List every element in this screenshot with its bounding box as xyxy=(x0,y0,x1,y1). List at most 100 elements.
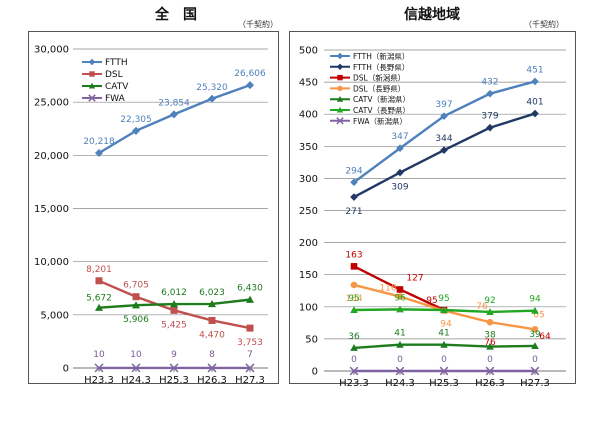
chart0-data-label: 8 xyxy=(209,350,215,360)
chart0-data-label: 5,906 xyxy=(123,315,149,325)
chart1-x-tick-label: H27.3 xyxy=(520,378,550,389)
chart1-series-line xyxy=(353,112,536,199)
chart1-data-label: 94 xyxy=(440,320,452,330)
chart0-data-point xyxy=(170,110,178,119)
chart1-data-point xyxy=(531,109,539,118)
chart1-data-point xyxy=(486,89,494,98)
chart0-data-point xyxy=(170,300,178,308)
chart1-data-label: 38 xyxy=(484,331,496,341)
chart1-data-label: 116 xyxy=(379,284,396,294)
chart1-legend-label: FTTH（新潟県） xyxy=(353,51,409,61)
chart0-data-point xyxy=(95,303,103,311)
right-chart-title: 信越地域 xyxy=(404,7,460,23)
chart1-legend-marker xyxy=(336,63,344,70)
chart1-data-label: 41 xyxy=(394,329,405,339)
chart0-legend-label: DSL xyxy=(105,70,123,80)
chart0-x-tick-label: H24.3 xyxy=(121,375,151,386)
chart1-data-label: 271 xyxy=(345,207,362,217)
chart0-x-tick-label: H26.3 xyxy=(197,375,227,386)
chart1-legend-marker xyxy=(336,106,344,113)
chart1-y-tick-label: 150 xyxy=(299,270,318,281)
chart1-data-point xyxy=(440,340,448,348)
chart1-data-label: 39 xyxy=(529,330,541,340)
chart0-data-label: 6,023 xyxy=(199,288,225,298)
chart1-data-point xyxy=(531,342,539,350)
chart0-data-point xyxy=(132,301,140,309)
right-chart-unit: （千契約） xyxy=(524,20,564,29)
chart1-x-tick-label: H24.3 xyxy=(385,378,415,389)
chart1-data-label: 0 xyxy=(397,355,403,365)
chart1-data-label: 309 xyxy=(391,183,408,193)
chart0-data-point xyxy=(131,363,141,373)
chart0-data-point xyxy=(246,324,254,332)
chart1-y-tick-label: 400 xyxy=(299,110,318,121)
chart0-data-label: 26,606 xyxy=(234,69,266,79)
chart1-data-label: 344 xyxy=(435,134,452,144)
chart1-data-point xyxy=(396,168,404,177)
chart1-data-label: 127 xyxy=(406,273,423,283)
chart0-data-label: 6,430 xyxy=(237,284,263,294)
chart0-legend-marker xyxy=(88,94,96,102)
chart1-data-point xyxy=(349,366,359,376)
chart1-data-point xyxy=(396,293,404,300)
chart1-legend-label: CATV（新潟県） xyxy=(353,94,410,104)
left-chart-title: 全 国 xyxy=(155,7,197,23)
chart1-data-label: 134 xyxy=(345,294,362,304)
chart1-data-point xyxy=(396,144,404,153)
left-chart-unit: （千契約） xyxy=(238,20,278,29)
chart1-data-label: 432 xyxy=(481,78,498,88)
chart0-legend-label: CATV xyxy=(105,82,129,92)
chart0-x-tick-label: H23.3 xyxy=(84,375,114,386)
chart0-y-tick-label: 30,000 xyxy=(34,45,69,56)
chart1-data-point xyxy=(350,193,358,201)
chart1-y-tick-label: 200 xyxy=(299,238,318,249)
chart0-data-point xyxy=(246,81,254,90)
chart0-y-tick-label: 0 xyxy=(63,364,69,375)
chart1-data-label: 379 xyxy=(481,112,498,122)
chart1-y-tick-label: 100 xyxy=(299,302,318,313)
chart0-data-point xyxy=(208,299,216,308)
chart1-data-point xyxy=(440,146,448,154)
chart1-data-label: 0 xyxy=(351,355,357,365)
chart0-data-point xyxy=(95,277,103,285)
chart0-legend-marker xyxy=(88,58,96,66)
chart1-data-label: 36 xyxy=(348,332,360,342)
chart1-data-point xyxy=(350,306,358,314)
chart0-data-point xyxy=(246,295,254,303)
chart1-legend-marker xyxy=(336,117,344,125)
chart1-legend-label: FTTH（長野県） xyxy=(353,63,409,72)
chart1-data-point xyxy=(486,342,494,350)
chart0-data-label: 10 xyxy=(130,350,142,360)
chart1-y-tick-label: 450 xyxy=(299,78,318,89)
chart0-data-point xyxy=(245,363,255,373)
chart1-data-point xyxy=(440,306,448,314)
chart1-legend-marker xyxy=(336,52,344,60)
chart0-y-tick-label: 25,000 xyxy=(34,98,69,109)
chart1-data-label: 76 xyxy=(476,302,488,312)
chart1-data-point xyxy=(396,286,404,293)
chart0-legend-label: FWA xyxy=(105,94,126,104)
chart0-data-label: 6,012 xyxy=(161,288,187,298)
chart0-data-label: 20,218 xyxy=(83,137,115,147)
chart1-data-label: 401 xyxy=(526,98,543,108)
chart0-data-point xyxy=(208,316,216,324)
chart0-x-tick-label: H27.3 xyxy=(235,375,265,386)
chart0-data-point xyxy=(94,363,104,373)
chart1-data-label: 95 xyxy=(438,294,449,304)
chart1-data-label: 0 xyxy=(441,355,447,365)
chart1-legend-marker xyxy=(336,96,344,102)
chart1-data-point xyxy=(395,366,405,376)
chart0-y-tick-label: 20,000 xyxy=(34,151,69,162)
chart1-data-point xyxy=(485,366,495,376)
chart1-data-label: 0 xyxy=(532,355,538,365)
chart0-y-tick-label: 10,000 xyxy=(34,257,69,268)
chart1-data-label: 95 xyxy=(426,296,437,306)
chart0-data-point xyxy=(132,293,140,301)
chart1-data-point xyxy=(439,366,449,376)
chart1-legend-label: DSL（長野県） xyxy=(353,84,405,93)
chart1-x-tick-label: H23.3 xyxy=(339,378,369,389)
chart1-data-point xyxy=(486,123,494,132)
chart0-data-label: 9 xyxy=(171,350,177,360)
chart0-x-tick-label: H25.3 xyxy=(159,375,189,386)
